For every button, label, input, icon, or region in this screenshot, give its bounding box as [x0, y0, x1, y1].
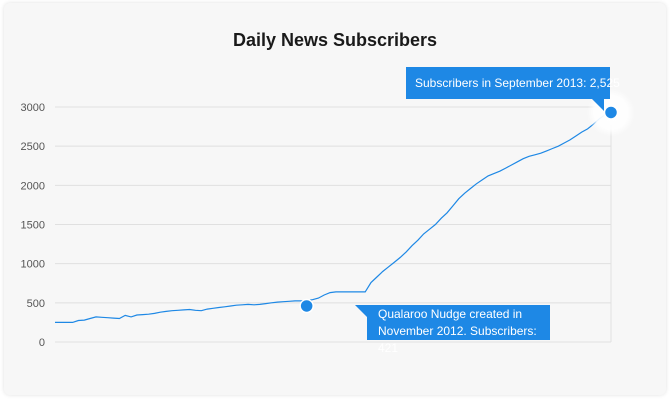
- annotation-callout-september: Subscribers in September 2013: 2,525: [406, 67, 620, 99]
- y-tick-label-3000: 3000: [21, 102, 45, 114]
- grid-lines: [55, 106, 612, 343]
- y-tick-label-1000: 1000: [21, 259, 45, 271]
- annotation-callout-nudge: Qualaroo Nudge created in November 2012.…: [367, 305, 550, 355]
- y-tick-label-500: 500: [27, 298, 45, 310]
- callout-pointer-september: [592, 99, 604, 111]
- annotation-text-nudge-line2: November 2012. Subscribers: 421: [378, 324, 537, 355]
- series-line[interactable]: [55, 111, 612, 323]
- y-axis-tick-labels: 0 500 1000 1500 2000 2500 3000: [21, 102, 45, 349]
- y-tick-label-2500: 2500: [21, 141, 45, 153]
- annotation-marker-0[interactable]: [603, 105, 619, 120]
- annotation-text-september: Subscribers in September 2013: 2,525: [415, 76, 620, 90]
- annotation-text-nudge-line1: Qualaroo Nudge created in: [378, 307, 523, 321]
- chart-title: Daily News Subscribers: [232, 30, 438, 50]
- annotation-markers: [299, 88, 635, 317]
- annotation-marker-1[interactable]: [299, 298, 314, 314]
- y-tick-label-0: 0: [39, 337, 45, 349]
- y-tick-label-2000: 2000: [21, 180, 45, 192]
- y-tick-label-1500: 1500: [21, 220, 45, 232]
- callout-pointer-nudge: [355, 305, 367, 317]
